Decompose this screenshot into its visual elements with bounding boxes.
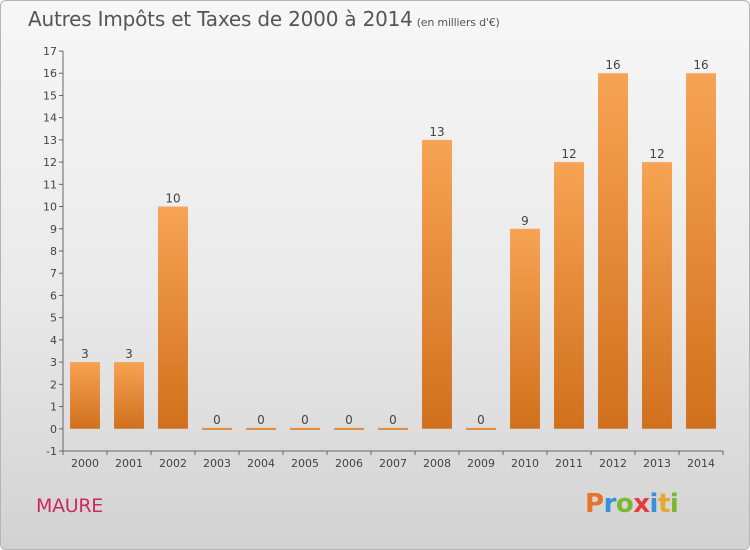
x-tick-label: 2008	[423, 457, 451, 470]
y-tick-label: 5	[50, 312, 57, 325]
data-label: 3	[125, 347, 133, 361]
logo-letter: x	[633, 489, 650, 519]
logo-letter: r	[603, 489, 617, 519]
y-tick-label: 15	[43, 89, 57, 102]
x-tick-label: 2010	[511, 457, 539, 470]
y-tick-label: 13	[43, 134, 57, 147]
y-tick-label: 7	[50, 267, 57, 280]
bar	[70, 362, 100, 429]
y-tick-label: 3	[50, 356, 57, 369]
bar	[334, 427, 364, 430]
data-label: 0	[257, 413, 265, 427]
bar	[378, 427, 408, 430]
x-tick-label: 2001	[115, 457, 143, 470]
data-label: 0	[301, 413, 309, 427]
bar	[510, 228, 540, 429]
chart-title: Autres Impôts et Taxes de 2000 à 2014 (en…	[28, 7, 500, 31]
y-tick-label: 17	[43, 45, 57, 58]
logo-letter: P	[585, 489, 604, 519]
x-tick-label: 2005	[291, 457, 319, 470]
bar	[686, 73, 716, 429]
bar	[246, 427, 276, 430]
data-label: 0	[477, 413, 485, 427]
data-label: 12	[649, 147, 664, 161]
data-label: 12	[561, 147, 576, 161]
data-label: 16	[605, 58, 620, 72]
x-tick-label: 2003	[203, 457, 231, 470]
bar	[290, 427, 320, 430]
bar	[158, 206, 188, 429]
x-tick-label: 2011	[555, 457, 583, 470]
y-tick-label: -1	[46, 445, 57, 458]
x-tick-label: 2014	[687, 457, 715, 470]
data-label: 10	[165, 192, 180, 206]
y-tick-label: 2	[50, 378, 57, 391]
y-tick-label: 12	[43, 156, 57, 169]
data-label: 0	[389, 413, 397, 427]
y-tick-label: 9	[50, 223, 57, 236]
logo-letter: i	[669, 489, 679, 519]
x-tick-label: 2000	[71, 457, 99, 470]
data-label: 3	[81, 347, 89, 361]
bar	[598, 73, 628, 429]
bar	[422, 139, 452, 429]
x-tick-label: 2004	[247, 457, 275, 470]
x-tick-label: 2012	[599, 457, 627, 470]
bar	[466, 427, 496, 430]
commune-name: MAURE	[36, 495, 104, 517]
bar	[554, 162, 584, 429]
data-label: 9	[521, 214, 529, 228]
logo-letter: t	[657, 489, 670, 519]
bar	[642, 162, 672, 429]
bars	[70, 73, 716, 430]
data-label: 0	[345, 413, 353, 427]
unit-note: (en milliers d'€)	[416, 16, 500, 29]
y-tick-label: 1	[50, 401, 57, 414]
chart-title-text: Autres Impôts et Taxes de 2000 à 2014	[28, 7, 413, 31]
bar	[202, 427, 232, 430]
x-tick-label: 2009	[467, 457, 495, 470]
data-label: 16	[693, 58, 708, 72]
y-tick-label: 16	[43, 67, 57, 80]
y-tick-label: 10	[43, 201, 57, 214]
y-tick-label: 6	[50, 289, 57, 302]
y-tick-label: 4	[50, 334, 57, 347]
x-tick-label: 2007	[379, 457, 407, 470]
y-tick-label: 14	[43, 112, 57, 125]
data-labels: 3 3 10 0 0 0 0 0 13 0 9 12 16 12 16	[81, 58, 708, 427]
logo-letter: i	[649, 489, 659, 519]
x-tick-label: 2013	[643, 457, 671, 470]
data-label: 13	[429, 125, 444, 139]
x-tick-label: 2006	[335, 457, 363, 470]
data-label: 0	[213, 413, 221, 427]
logo-letter: o	[615, 489, 634, 519]
y-tick-label: 0	[50, 423, 57, 436]
y-tick-label: 8	[50, 245, 57, 258]
proxiti-logo: Proxiti	[585, 489, 679, 519]
y-tick-label: 11	[43, 178, 57, 191]
x-tick-label: 2002	[159, 457, 187, 470]
bar	[114, 362, 144, 429]
